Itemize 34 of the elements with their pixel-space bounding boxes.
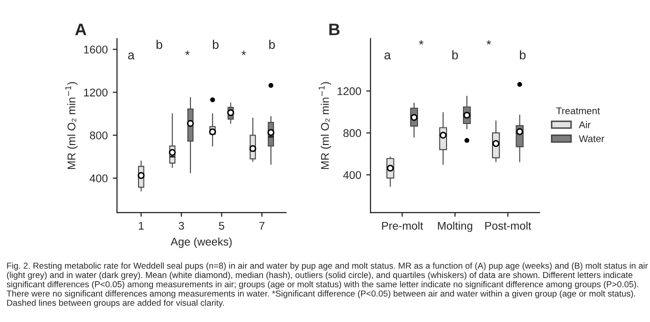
y-tick-label: 1200 xyxy=(84,88,108,96)
x-tick-label: Molting xyxy=(438,222,472,232)
annotation: b xyxy=(212,40,219,49)
x-tick-label: Post-molt xyxy=(485,222,532,230)
y-tick-label: 400 xyxy=(343,171,362,179)
annotation: * xyxy=(242,50,246,56)
x-axis-title: Age (weeks) xyxy=(170,237,232,248)
caption: Fig. 2. Resting metabolic rate for Weddell seal pups (n=8) in air and water by pup age and molt status. MR as a function of (A) pup age (weeks) and (B) molt status in air (light grey) and in water (dark grey). Mean (white diamond), median (hash), outliers (solid circle), and quartiles (whiskers) of data are shown. Different letters indicate significant differences (P<0.05) among measurements in air; groups (age or molt status) with the same letter indicate no significant difference among groups (P>0.05). There were no significant differences among measurements in water. *Significant difference (P<0.05) between air and water within a given group (age or molt status). Dashed lines between groups are added for visual clarity. xyxy=(6,262,648,308)
annotation: b xyxy=(269,40,275,49)
legend-label: Air xyxy=(578,121,591,128)
x-tick-label: 3 xyxy=(178,222,184,230)
x-tick-label: 7 xyxy=(259,222,264,230)
annotation: * xyxy=(185,50,190,56)
y-axis-title: MR (ml O₂ min$^{−1}$) xyxy=(65,82,78,169)
annotation: a xyxy=(128,52,135,60)
annotation: * xyxy=(418,40,424,45)
y-tick-label: 800 xyxy=(90,132,108,140)
legend-title: Treatment xyxy=(556,107,600,114)
chart-title: B xyxy=(329,24,340,36)
y-tick-label: 800 xyxy=(343,129,362,138)
annotation: * xyxy=(486,40,492,45)
x-tick-label: Pre-molt xyxy=(382,222,424,230)
annotation: b xyxy=(452,50,458,60)
y-tick-label: 400 xyxy=(90,174,108,182)
annotation: b xyxy=(520,50,526,60)
y-tick-label: 1600 xyxy=(84,46,108,54)
x-tick-label: 1 xyxy=(138,222,144,230)
y-tick-label: 1200 xyxy=(338,87,362,96)
y-axis-title: MR (ml O₂ min$^{−1}$) xyxy=(318,82,332,169)
annotation: b xyxy=(156,40,162,49)
chart-title: A xyxy=(75,24,86,36)
legend-label: Water xyxy=(578,135,604,142)
annotation: a xyxy=(384,52,391,60)
x-tick-label: 5 xyxy=(218,222,224,230)
